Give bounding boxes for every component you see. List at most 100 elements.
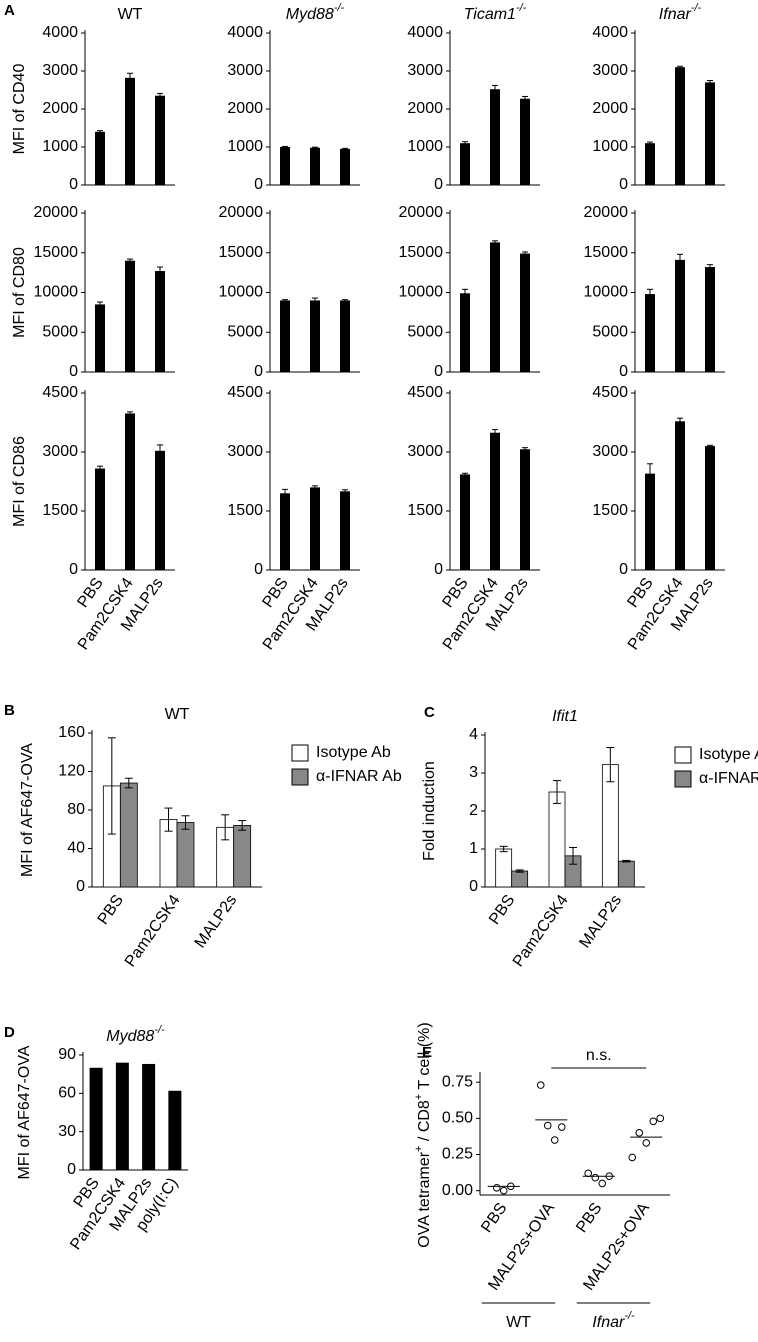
y-axis-label: MFI of CD40 bbox=[11, 64, 28, 155]
bar bbox=[511, 870, 529, 888]
bar bbox=[460, 474, 470, 570]
bar bbox=[340, 491, 350, 570]
bar bbox=[340, 148, 350, 185]
bar bbox=[705, 446, 715, 570]
bar bbox=[155, 450, 165, 570]
bar bbox=[155, 271, 165, 372]
y-tick-label: 120 bbox=[58, 763, 85, 780]
legend-label: α-IFNAR Ab bbox=[699, 770, 758, 787]
y-tick-label: 0 bbox=[67, 1161, 76, 1178]
chart-title-text: Ticam1 bbox=[464, 6, 516, 23]
chart-title-text: Myd88 bbox=[286, 6, 334, 23]
y-tick-label: 160 bbox=[58, 724, 85, 741]
bar bbox=[490, 242, 500, 372]
y-tick-label: 4000 bbox=[227, 24, 263, 41]
group-label-text: WT bbox=[506, 1314, 531, 1331]
y-tick-label: 60 bbox=[58, 1085, 76, 1102]
bar bbox=[125, 260, 135, 372]
bar bbox=[705, 82, 715, 185]
y-tick-label: 5000 bbox=[592, 323, 628, 340]
x-tick-label: MALP2s bbox=[192, 892, 241, 951]
x-tick-label: Pam2CSK4 bbox=[510, 892, 572, 970]
bar bbox=[520, 98, 530, 185]
bar bbox=[125, 413, 135, 570]
legend-swatch bbox=[674, 770, 692, 788]
bar bbox=[675, 67, 685, 185]
y-tick-label: 0 bbox=[76, 878, 85, 895]
chart-title-sup: -/- bbox=[334, 2, 345, 14]
panel-letter: C bbox=[424, 704, 435, 721]
y-tick-label: 80 bbox=[67, 801, 85, 818]
chart-title: Ifit1 bbox=[552, 708, 578, 725]
chart-title: WT bbox=[165, 706, 190, 723]
y-tick-label: 0 bbox=[69, 176, 78, 193]
bar bbox=[340, 300, 350, 372]
data-point bbox=[628, 1153, 637, 1162]
y-tick-label: 4 bbox=[469, 726, 478, 743]
panel-letter: A bbox=[4, 2, 15, 19]
y-tick-label: 15000 bbox=[584, 244, 629, 261]
y-axis-label: MFI of CD80 bbox=[11, 247, 28, 338]
y-tick-label: 1000 bbox=[592, 138, 628, 155]
bar bbox=[95, 304, 105, 372]
chart-title: WT bbox=[118, 6, 143, 23]
bar bbox=[460, 293, 470, 372]
y-tick-label: 90 bbox=[58, 1046, 76, 1063]
bar bbox=[119, 782, 138, 888]
y-tick-label: 0 bbox=[434, 176, 443, 193]
chart-title-text: WT bbox=[165, 706, 190, 723]
data-point bbox=[536, 1081, 545, 1089]
y-tick-label: 1000 bbox=[42, 138, 78, 155]
bar bbox=[675, 421, 685, 570]
y-tick-label: 0.25 bbox=[442, 1146, 473, 1163]
data-point bbox=[550, 1136, 559, 1144]
y-axis-label: MFI of AF647-OVA bbox=[16, 1045, 33, 1179]
bar bbox=[645, 294, 655, 372]
chart-title: Ifnar-/- bbox=[659, 2, 702, 23]
chart-title-text: WT bbox=[118, 6, 143, 23]
bar bbox=[617, 860, 635, 888]
data-point bbox=[649, 1117, 658, 1126]
group-label: WT bbox=[506, 1314, 531, 1331]
y-tick-label: 3000 bbox=[592, 62, 628, 79]
bar bbox=[601, 764, 619, 888]
bar bbox=[280, 300, 290, 372]
y-tick-label: 3000 bbox=[407, 62, 443, 79]
chart-title: Myd88-/- bbox=[106, 1024, 165, 1045]
legend-swatch bbox=[674, 746, 692, 764]
y-tick-label: 2 bbox=[469, 802, 478, 819]
y-tick-label: 2000 bbox=[407, 100, 443, 117]
y-tick-label: 0 bbox=[254, 176, 263, 193]
y-tick-label: 20000 bbox=[34, 204, 79, 221]
bar bbox=[645, 143, 655, 185]
bar bbox=[115, 1062, 129, 1170]
y-tick-label: 30 bbox=[58, 1123, 76, 1140]
chart-title-sup: -/- bbox=[516, 2, 527, 14]
bar bbox=[495, 848, 513, 888]
bar bbox=[280, 493, 290, 570]
y-tick-label: 1500 bbox=[407, 502, 443, 519]
y-tick-label: 5000 bbox=[227, 323, 263, 340]
legend-swatch bbox=[291, 744, 309, 762]
bar bbox=[520, 253, 530, 372]
x-tick-label: PBS bbox=[95, 892, 127, 928]
bar bbox=[310, 487, 320, 570]
group-label-sup: -/- bbox=[624, 1310, 635, 1322]
y-tick-label: 10000 bbox=[34, 284, 79, 301]
bar bbox=[125, 77, 135, 185]
group-label-text: Ifnar bbox=[592, 1314, 625, 1331]
bar bbox=[89, 1067, 103, 1170]
y-tick-label: 4500 bbox=[227, 384, 263, 401]
data-point bbox=[557, 1123, 566, 1131]
x-tick-label: PBS bbox=[486, 892, 518, 928]
y-tick-label: 1000 bbox=[407, 138, 443, 155]
y-label-sup: + bbox=[413, 1146, 425, 1152]
data-point bbox=[635, 1129, 644, 1137]
data-point bbox=[499, 1186, 508, 1195]
y-tick-label: 3000 bbox=[227, 443, 263, 460]
y-tick-label: 0 bbox=[254, 363, 263, 380]
y-tick-label: 0 bbox=[254, 561, 263, 578]
y-axis-label: MFI of CD86 bbox=[11, 436, 28, 527]
x-tick-label: MALP2s bbox=[576, 892, 625, 951]
